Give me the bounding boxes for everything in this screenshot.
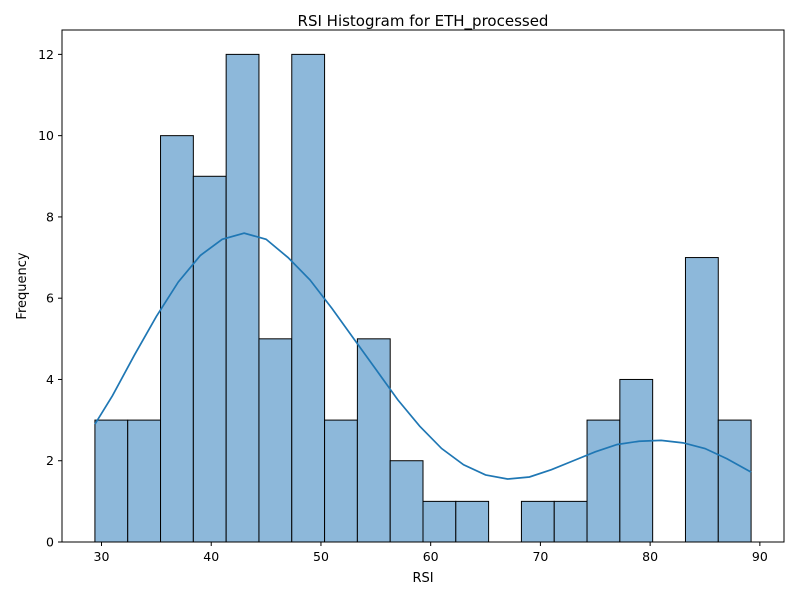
x-tick-label: 30 <box>94 549 110 564</box>
histogram-bar <box>455 500 490 543</box>
bars-group <box>94 53 752 543</box>
x-tick-label: 80 <box>642 549 658 564</box>
histogram-bar <box>586 419 621 543</box>
histogram-bar <box>127 419 162 543</box>
x-axis-label: RSI <box>412 571 433 586</box>
chart-title: RSI Histogram for ETH_processed <box>298 12 549 31</box>
histogram-bar <box>291 53 326 543</box>
histogram-bar <box>94 419 129 543</box>
y-tick-label: 12 <box>38 47 54 62</box>
histogram-bar <box>520 500 555 543</box>
x-tick-label: 70 <box>532 549 548 564</box>
y-axis-ticks: 0 2 4 6 8 10 12 <box>38 47 62 550</box>
y-tick-label: 0 <box>46 535 54 550</box>
histogram-bar <box>258 338 293 543</box>
y-tick-label: 10 <box>38 128 54 143</box>
x-tick-label: 40 <box>203 549 219 564</box>
x-tick-label: 60 <box>423 549 439 564</box>
histogram-bar <box>192 175 227 543</box>
histogram-bar <box>422 500 457 543</box>
kde-curve <box>94 232 752 480</box>
y-tick-label: 4 <box>46 372 54 387</box>
x-axis-ticks: 30 40 50 60 70 80 90 <box>94 542 768 564</box>
plot-frame <box>61 29 785 543</box>
histogram-bar <box>619 378 654 543</box>
histogram-bar <box>225 53 260 543</box>
y-tick-label: 6 <box>46 291 54 306</box>
histogram-bar <box>356 338 391 543</box>
x-tick-label: 90 <box>752 549 768 564</box>
y-tick-label: 2 <box>46 453 54 468</box>
histogram-bar <box>324 419 358 543</box>
histogram-bar <box>684 257 719 543</box>
histogram-bar <box>553 500 588 543</box>
histogram-bar <box>389 460 424 543</box>
y-axis-label: Frequency <box>15 252 30 319</box>
y-tick-label: 8 <box>46 209 54 224</box>
x-tick-label: 50 <box>313 549 329 564</box>
histogram-bar <box>160 135 194 543</box>
histogram-bar <box>717 419 752 543</box>
